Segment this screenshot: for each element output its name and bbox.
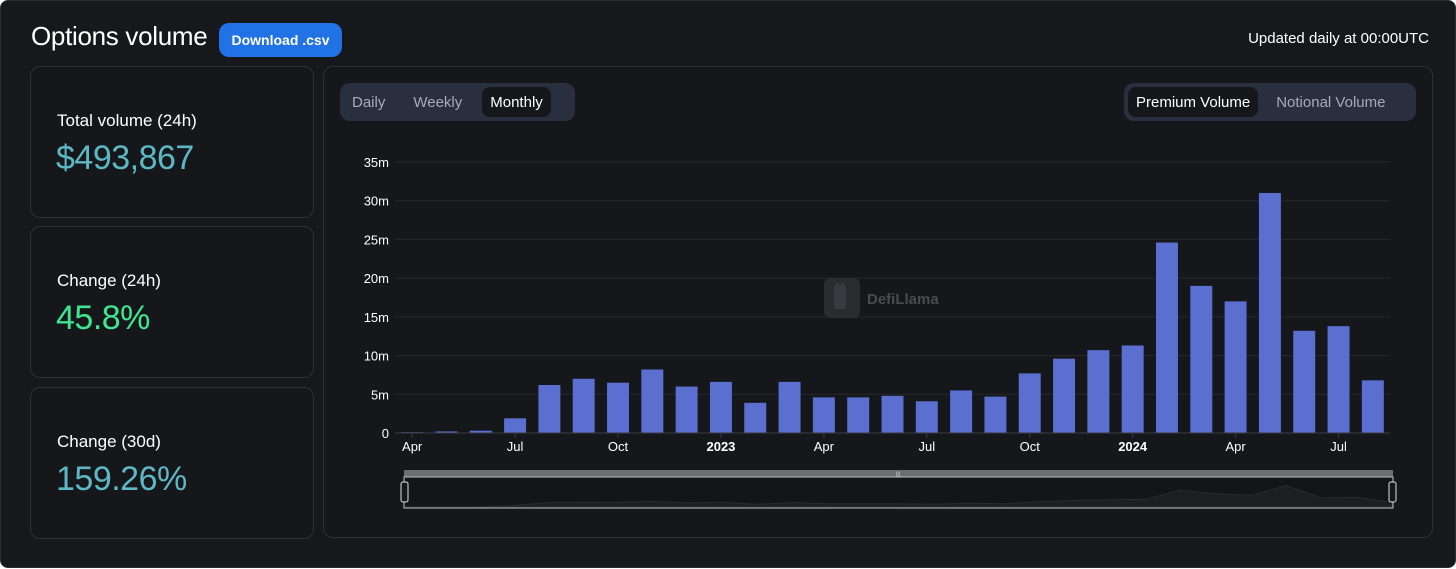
download-csv-button[interactable]: Download .csv — [219, 23, 342, 57]
page-title: Options volume — [31, 21, 208, 51]
stat-label: Change (24h) — [57, 271, 161, 290]
stat-card-total-volume: Total volume (24h) $493,867 — [30, 66, 314, 218]
stat-card-change-30d: Change (30d) 159.26% — [30, 387, 314, 539]
chart-panel: Daily Weekly Monthly Premium Volume Noti… — [323, 66, 1433, 538]
stat-label: Total volume (24h) — [57, 111, 197, 130]
tab-daily[interactable]: Daily — [352, 93, 386, 111]
tab-premium-volume[interactable]: Premium Volume — [1128, 87, 1259, 117]
update-note: Updated daily at 00:00UTC — [1248, 30, 1429, 47]
stat-value: $493,867 — [56, 139, 194, 177]
stat-value: 45.8% — [56, 299, 150, 337]
tab-weekly[interactable]: Weekly — [413, 93, 463, 111]
tab-monthly[interactable]: Monthly — [482, 87, 551, 117]
stat-value: 159.26% — [56, 460, 187, 498]
stat-label: Change (30d) — [57, 432, 161, 451]
period-tabs: Daily Weekly Monthly — [340, 83, 575, 121]
tab-notional-volume[interactable]: Notional Volume — [1276, 93, 1386, 111]
volume-type-tabs: Premium Volume Notional Volume — [1124, 83, 1416, 121]
stat-card-change-24h: Change (24h) 45.8% — [30, 226, 314, 378]
